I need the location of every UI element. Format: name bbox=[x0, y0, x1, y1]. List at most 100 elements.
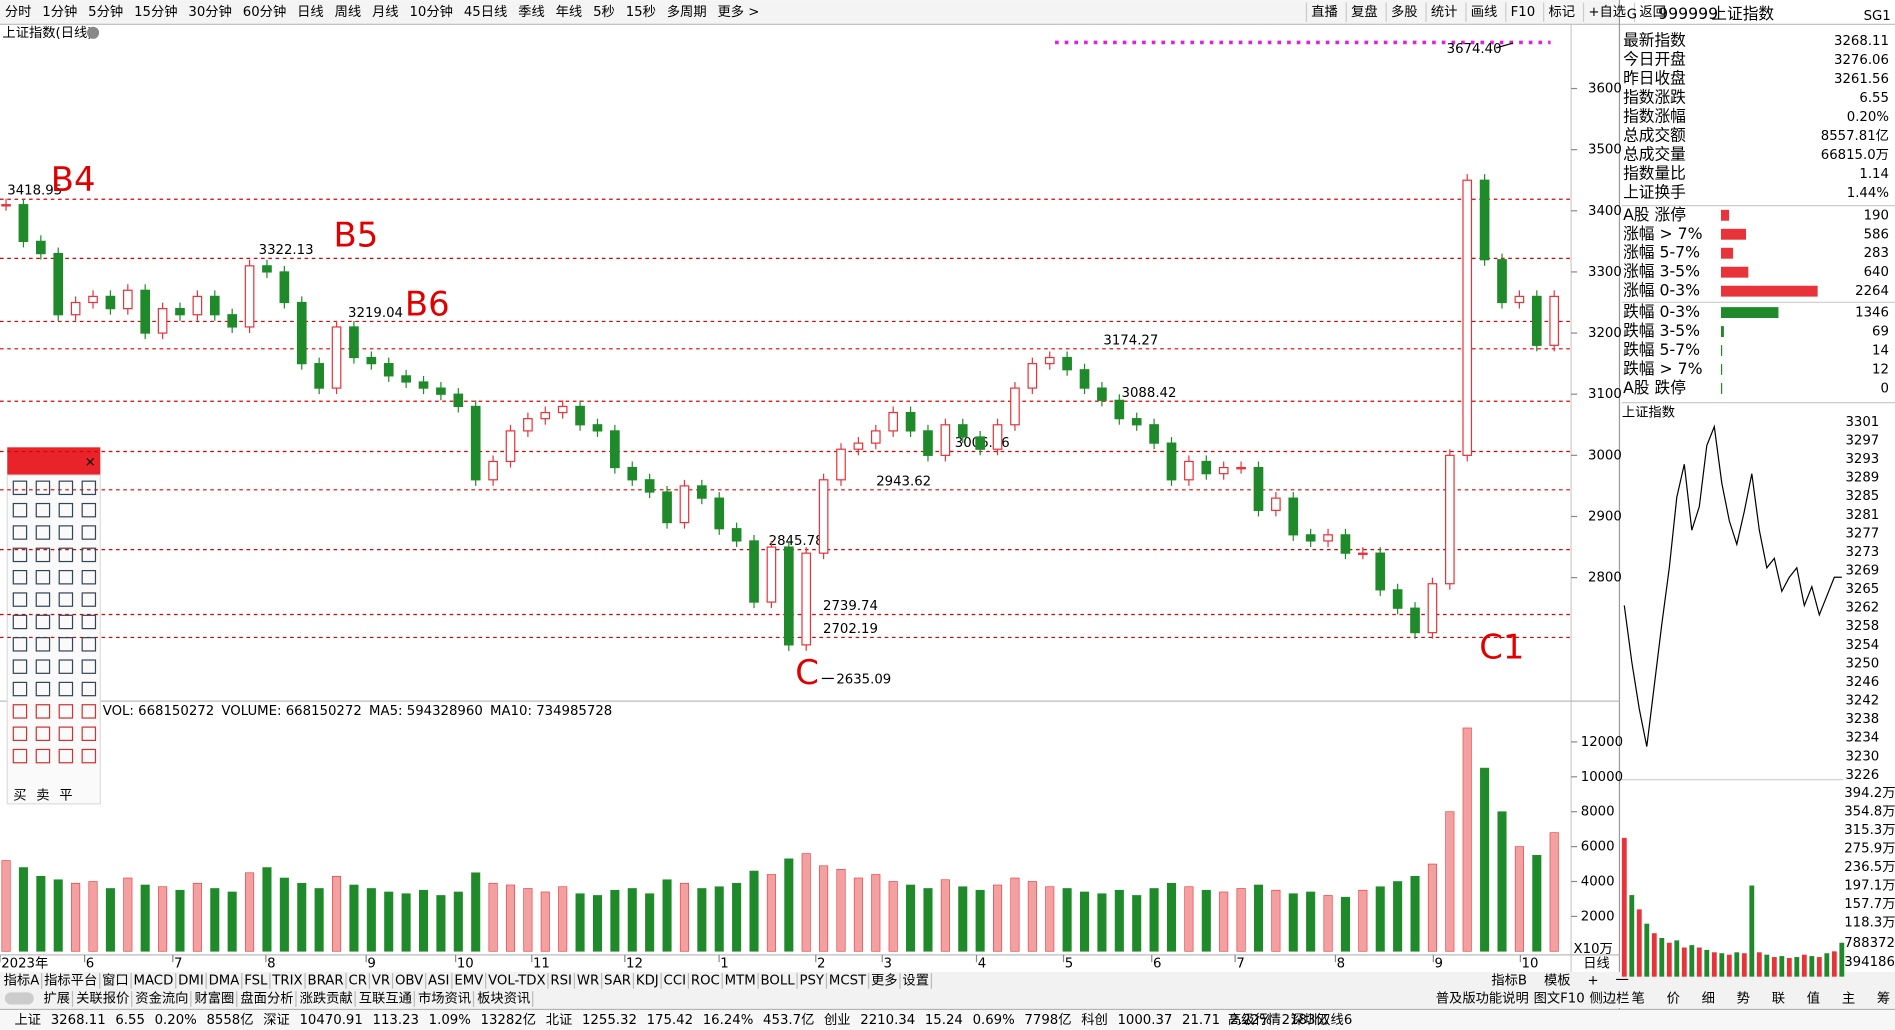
tool-icon[interactable] bbox=[35, 637, 51, 652]
info-tab[interactable]: 关联报价 bbox=[76, 990, 129, 1006]
toolbar-item[interactable]: 5秒 bbox=[593, 4, 615, 20]
toolbar-item[interactable]: 直播 bbox=[1311, 4, 1338, 20]
mini-tab[interactable]: 主 bbox=[1842, 990, 1855, 1006]
tool-icon[interactable] bbox=[12, 726, 28, 741]
tool-icon[interactable] bbox=[58, 726, 74, 741]
info-tab[interactable]: 板块资讯 bbox=[477, 990, 530, 1006]
tool-icon[interactable] bbox=[35, 547, 51, 563]
tool-icon[interactable] bbox=[81, 569, 97, 585]
toolbar-item[interactable]: +自选 bbox=[1588, 4, 1626, 20]
toolbox-label[interactable]: 卖 bbox=[36, 787, 49, 803]
info-tab[interactable]: 盘面分析 bbox=[240, 989, 293, 1006]
tool-icon[interactable] bbox=[35, 480, 51, 496]
close-icon[interactable]: × bbox=[85, 455, 96, 470]
toolbar-item[interactable]: 多周期 bbox=[667, 3, 707, 20]
mini-tab[interactable]: 细 bbox=[1702, 990, 1715, 1006]
indicator-tab[interactable]: 窗口 bbox=[102, 971, 129, 988]
indicator-tab[interactable]: CCI bbox=[664, 973, 686, 988]
indicator-tab[interactable]: BOLL bbox=[761, 973, 796, 988]
toolbar-item[interactable]: 60分钟 bbox=[243, 3, 286, 20]
tool-icon[interactable] bbox=[35, 704, 51, 719]
info-tab[interactable]: 涨跌贡献 bbox=[300, 990, 353, 1006]
indicator-tab[interactable]: PSY bbox=[799, 973, 824, 988]
info-tab[interactable]: 财富圈 bbox=[194, 989, 234, 1006]
toolbar-item[interactable]: 1分钟 bbox=[42, 3, 77, 20]
indicator-tab[interactable]: SAR bbox=[604, 973, 631, 988]
tool-icon[interactable] bbox=[81, 614, 97, 630]
tool-icon[interactable] bbox=[81, 637, 97, 652]
toolbar-item[interactable]: 标记 bbox=[1548, 4, 1575, 20]
toolbar-item[interactable]: 画线 bbox=[1471, 4, 1498, 20]
toolbar-item[interactable]: 45日线 bbox=[464, 4, 507, 20]
tool-icon[interactable] bbox=[35, 681, 51, 697]
toolbar-item[interactable]: 返回 bbox=[1639, 4, 1666, 20]
toolbar-item[interactable]: 30分钟 bbox=[188, 3, 231, 20]
tool-icon[interactable] bbox=[12, 569, 28, 585]
tool-icon[interactable] bbox=[58, 748, 74, 764]
indicator-tab[interactable]: MACD bbox=[134, 973, 174, 988]
indicator-tab[interactable]: ASI bbox=[428, 973, 449, 988]
tool-icon[interactable] bbox=[12, 637, 28, 652]
indicator-tab[interactable]: VOL-TDX bbox=[488, 973, 545, 988]
toolbar-item[interactable]: 分时 bbox=[5, 4, 32, 20]
toolbox-label[interactable]: 平 bbox=[59, 788, 72, 803]
tool-icon[interactable] bbox=[58, 659, 74, 674]
indicator-tab[interactable]: DMA bbox=[209, 973, 240, 988]
indicator-tab[interactable]: TRIX bbox=[271, 973, 302, 988]
mini-tab[interactable]: 筹 bbox=[1877, 989, 1890, 1006]
tool-icon[interactable] bbox=[81, 748, 97, 764]
tool-icon[interactable] bbox=[12, 547, 28, 563]
indicator-tab[interactable]: BRAR bbox=[307, 973, 343, 988]
toolbar-item[interactable]: 月线 bbox=[372, 4, 399, 20]
info-tab[interactable]: 市场资讯 bbox=[418, 989, 471, 1006]
indicator-tab[interactable]: 模板 bbox=[1544, 972, 1571, 988]
indicator-tab[interactable]: ROC bbox=[691, 973, 720, 988]
toolbar-item[interactable]: 10分钟 bbox=[409, 3, 452, 20]
info-link[interactable]: 图文F10 bbox=[1534, 990, 1585, 1006]
toolbar-item[interactable]: 15分钟 bbox=[134, 3, 177, 20]
status-link[interactable]: 深圳双线6 bbox=[1291, 1012, 1353, 1028]
tool-icon[interactable] bbox=[12, 614, 28, 630]
info-link[interactable]: 普及版功能说明 bbox=[1436, 990, 1529, 1006]
tool-icon[interactable] bbox=[81, 547, 97, 563]
status-link[interactable]: 高级行情 bbox=[1228, 1011, 1281, 1028]
toolbox-label[interactable]: 买 bbox=[13, 787, 26, 803]
tool-icon[interactable] bbox=[58, 704, 74, 719]
indicator-tab[interactable]: CR bbox=[348, 973, 367, 988]
indicator-tab[interactable]: MTM bbox=[725, 973, 756, 988]
info-tab[interactable]: 资金流向 bbox=[135, 990, 188, 1006]
toolbar-item[interactable]: 多股 bbox=[1391, 3, 1418, 20]
indicator-tab[interactable]: VR bbox=[372, 973, 390, 988]
tool-icon[interactable] bbox=[81, 726, 97, 741]
tool-icon[interactable] bbox=[12, 502, 28, 518]
indicator-tab[interactable]: 指标A bbox=[4, 972, 40, 988]
title-dropdown[interactable] bbox=[87, 26, 100, 39]
tool-icon[interactable] bbox=[12, 659, 28, 674]
indicator-tab[interactable]: 一 bbox=[1616, 973, 1629, 988]
indicator-tab[interactable]: + bbox=[1587, 973, 1598, 988]
indicator-tab[interactable]: 设置 bbox=[902, 972, 929, 988]
tool-icon[interactable] bbox=[12, 704, 28, 719]
toolbar-item[interactable]: 复盘 bbox=[1351, 3, 1378, 20]
tool-icon[interactable] bbox=[81, 480, 97, 496]
tool-icon[interactable] bbox=[81, 659, 97, 674]
indicator-tab[interactable]: KDJ bbox=[636, 973, 659, 988]
tool-icon[interactable] bbox=[58, 569, 74, 585]
tool-icon[interactable] bbox=[12, 525, 28, 540]
mini-tab[interactable]: 笔 bbox=[1632, 990, 1645, 1006]
tool-icon[interactable] bbox=[81, 525, 97, 540]
toolbar-item[interactable]: 统计 bbox=[1431, 4, 1458, 20]
info-tab[interactable]: 互联互通 bbox=[359, 990, 412, 1006]
indicator-tab[interactable]: RSI bbox=[550, 973, 572, 988]
tool-icon[interactable] bbox=[81, 704, 97, 719]
toolbar-item[interactable]: 季线 bbox=[518, 4, 545, 20]
tool-icon[interactable] bbox=[35, 569, 51, 585]
tool-icon[interactable] bbox=[58, 480, 74, 496]
indicator-tab[interactable]: EMV bbox=[454, 973, 483, 988]
tool-icon[interactable] bbox=[58, 502, 74, 518]
tool-icon[interactable] bbox=[81, 681, 97, 697]
tool-icon[interactable] bbox=[35, 748, 51, 764]
tool-icon[interactable] bbox=[35, 614, 51, 630]
tool-icon[interactable] bbox=[58, 637, 74, 652]
toolbar-item[interactable]: 日线 bbox=[297, 4, 324, 20]
